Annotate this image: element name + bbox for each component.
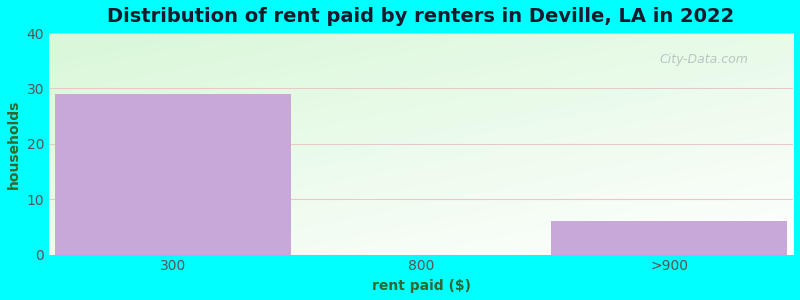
Title: Distribution of rent paid by renters in Deville, LA in 2022: Distribution of rent paid by renters in … (107, 7, 734, 26)
Y-axis label: households: households (7, 99, 21, 188)
Bar (551, 221, 787, 255)
Bar (55, 94, 291, 255)
Text: City-Data.com: City-Data.com (659, 53, 748, 66)
X-axis label: rent paid ($): rent paid ($) (371, 279, 470, 293)
